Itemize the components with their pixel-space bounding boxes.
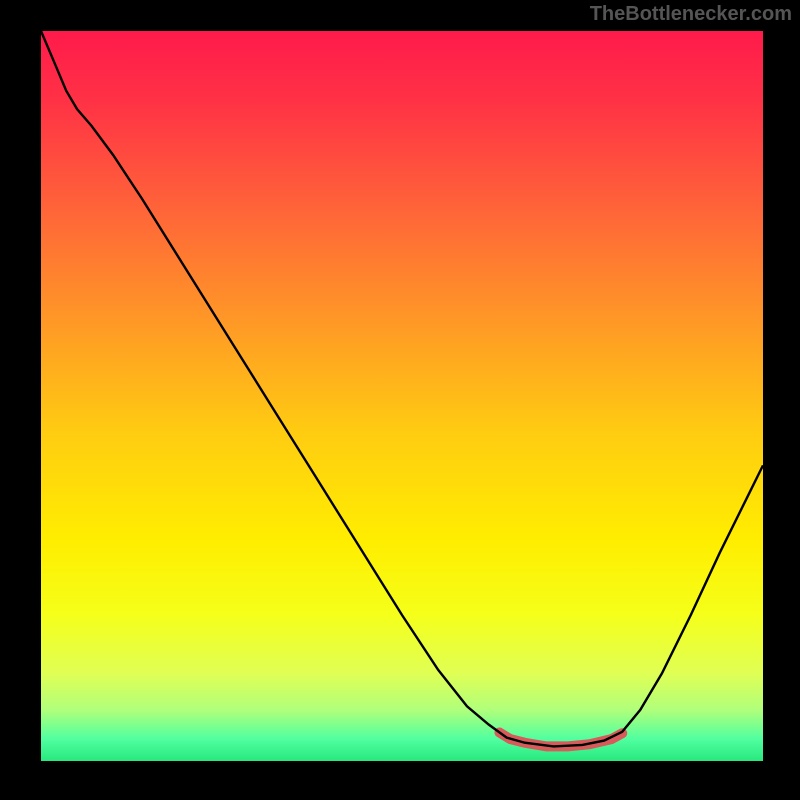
chart-frame: TheBottlenecker.com [0,0,800,800]
main-curve [41,31,763,746]
curve-layer [41,31,763,761]
watermark-text: TheBottlenecker.com [590,3,792,26]
plot-area [41,31,763,761]
